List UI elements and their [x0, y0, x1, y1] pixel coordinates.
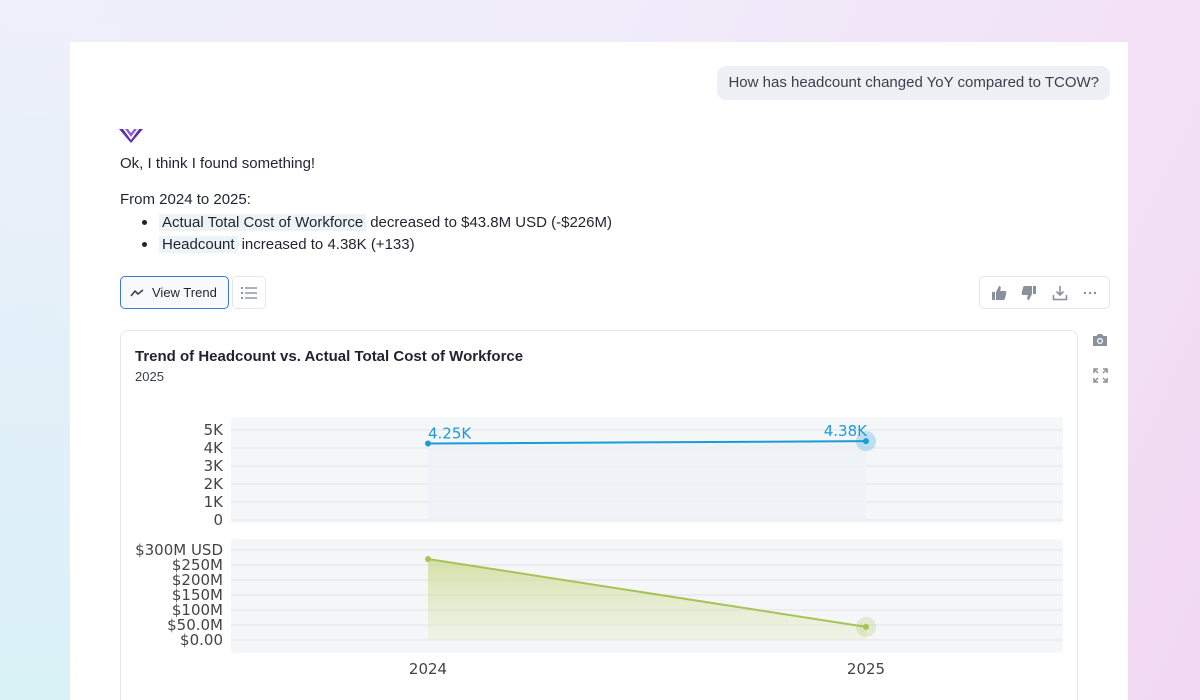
metric-highlight[interactable]: Actual Total Cost of Workforce: [159, 214, 367, 231]
chart-subtitle: 2025: [135, 369, 164, 384]
y-tick-label: $100M: [172, 601, 223, 619]
y-tick-label: $50.0M: [167, 616, 223, 634]
trend-line-icon: [130, 288, 144, 296]
response-actions: [979, 276, 1110, 309]
data-label: 4.38K: [824, 422, 868, 440]
camera-icon: [1093, 334, 1107, 346]
chart-card: Trend of Headcount vs. Actual Total Cost…: [120, 330, 1078, 700]
bullet-text: increased to 4.38K (+133): [241, 235, 415, 253]
bullet-text: decreased to $43.8M USD (-$226M): [370, 214, 612, 231]
list-icon: [241, 286, 257, 299]
list-item: Actual Total Cost of Workforce decreased …: [138, 212, 612, 234]
data-point: [863, 623, 869, 630]
y-tick-label: $300M USD: [135, 541, 223, 559]
thumbs-up-icon: [992, 285, 1007, 300]
y-tick-label: $200M: [172, 571, 223, 589]
list-view-button[interactable]: [232, 276, 266, 309]
x-tick-label: 2025: [847, 660, 885, 678]
y-tick-label: 0: [213, 511, 223, 529]
expand-icon: [1092, 367, 1108, 383]
metric-highlight[interactable]: Headcount: [159, 235, 238, 253]
assistant-logo-icon: [119, 129, 143, 143]
thumbs-up-button[interactable]: [987, 281, 1011, 305]
y-tick-label: 5K: [204, 421, 225, 439]
data-label: 4.25K: [428, 425, 472, 443]
y-tick-label: 4K: [204, 439, 225, 457]
data-point: [863, 438, 869, 445]
assistant-bullet-list: Actual Total Cost of Workforce decreased …: [138, 212, 612, 255]
y-tick-label: $0.00: [180, 631, 223, 649]
user-message-bubble: How has headcount changed YoY compared t…: [717, 66, 1110, 100]
more-icon: [1083, 291, 1097, 294]
assistant-period-text: From 2024 to 2025:: [120, 191, 251, 208]
list-item: Headcount increased to 4.38K (+133): [138, 234, 612, 256]
thumbs-down-icon: [1021, 285, 1037, 300]
download-button[interactable]: [1048, 281, 1072, 305]
y-tick-label: 1K: [204, 493, 225, 511]
view-trend-button[interactable]: View Trend: [120, 276, 229, 309]
headcount-line: [427, 440, 867, 445]
y-tick-label: $150M: [172, 586, 223, 604]
assistant-intro-text: Ok, I think I found something!: [120, 155, 316, 172]
data-point: [425, 556, 431, 562]
headcount-area: [428, 441, 866, 520]
more-options-button[interactable]: [1078, 281, 1102, 305]
tcow-area: [428, 559, 866, 640]
expand-button[interactable]: [1090, 365, 1110, 385]
tcow-line: [427, 558, 867, 628]
thumbs-down-button[interactable]: [1017, 281, 1041, 305]
chart-title: Trend of Headcount vs. Actual Total Cost…: [135, 348, 524, 365]
chat-panel: How has headcount changed YoY compared t…: [70, 42, 1128, 700]
data-point: [425, 440, 431, 447]
y-tick-label: 3K: [204, 457, 225, 475]
y-tick-label: $250M: [172, 556, 223, 574]
screenshot-button[interactable]: [1090, 330, 1110, 350]
x-tick-label: 2024: [409, 660, 447, 678]
download-icon: [1052, 285, 1067, 300]
view-trend-label: View Trend: [152, 285, 217, 300]
y-tick-label: 2K: [204, 475, 225, 493]
